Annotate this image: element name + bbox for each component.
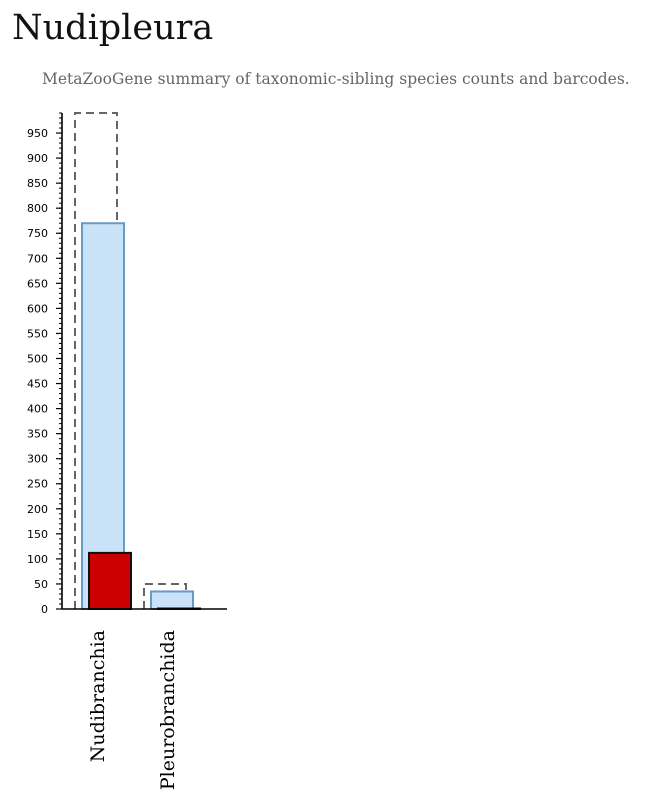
y-tick-label: 900 — [27, 152, 48, 165]
y-tick-label: 500 — [27, 352, 48, 365]
y-tick-label: 300 — [27, 453, 48, 466]
bar-red-nudibranchia — [88, 551, 132, 610]
y-tick-label: 700 — [27, 252, 48, 265]
y-tick-label: 250 — [27, 478, 48, 491]
page-subtitle: MetaZooGene summary of taxonomic-sibling… — [42, 70, 630, 88]
y-tick-label: 600 — [27, 302, 48, 315]
y-tick-label: 850 — [27, 177, 48, 190]
bar-blue-nudibranchia — [81, 222, 125, 610]
y-tick-label: 100 — [27, 553, 48, 566]
y-tick-label: 750 — [27, 227, 48, 240]
page-title: Nudipleura — [12, 8, 214, 48]
y-tick-label: 550 — [27, 327, 48, 340]
y-tick-label: 450 — [27, 378, 48, 391]
y-tick-label: 200 — [27, 503, 48, 516]
y-tick-label: 950 — [27, 127, 48, 140]
x-category-label: Nudibranchia — [87, 630, 109, 762]
x-category-label: Pleurobranchida — [157, 630, 179, 790]
y-tick-label: 0 — [41, 603, 48, 616]
y-tick-label: 350 — [27, 428, 48, 441]
y-tick-label: 150 — [27, 528, 48, 541]
y-tick-label: 800 — [27, 202, 48, 215]
y-tick-label: 650 — [27, 277, 48, 290]
y-tick-label: 400 — [27, 403, 48, 416]
y-tick-label: 50 — [34, 578, 48, 591]
bar-blue-pleurobranchida — [150, 590, 194, 611]
